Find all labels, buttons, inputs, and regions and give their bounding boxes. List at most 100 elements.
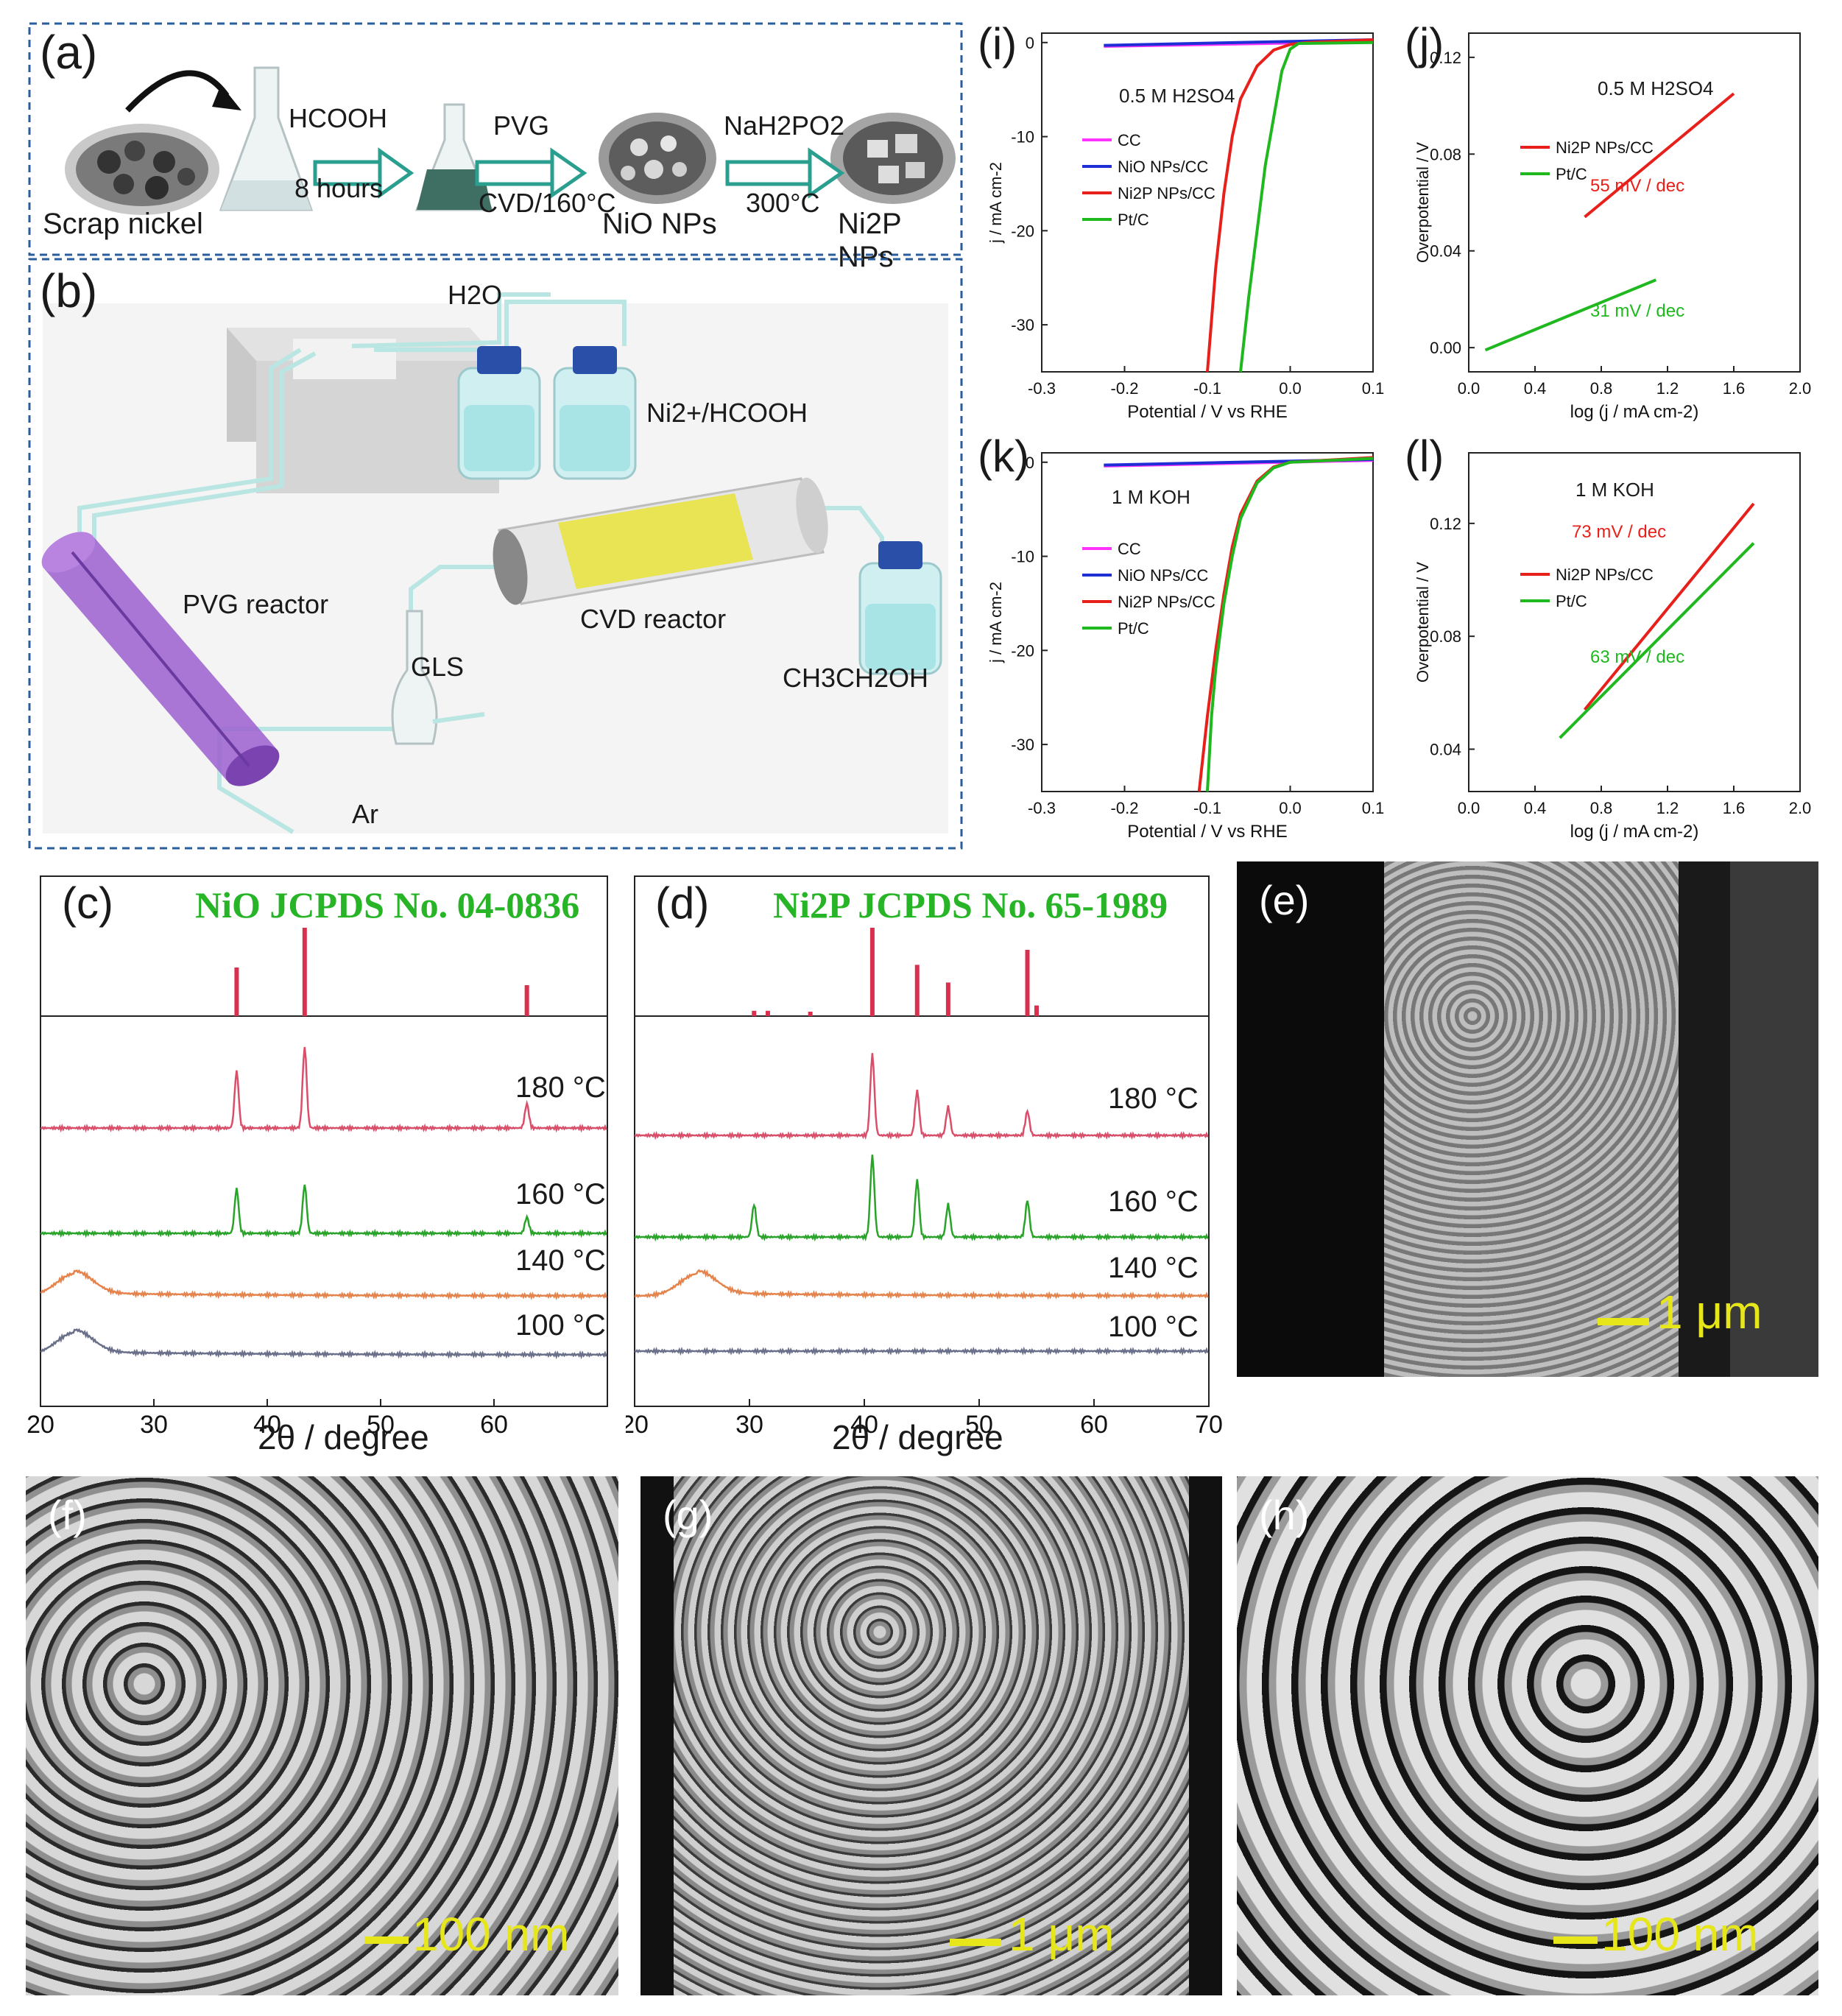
y-tick-label: -10 [1011,128,1034,147]
panel-l-annotation: 1 M KOH [1575,479,1654,501]
caption-scrap-nickel: Scrap nickel [43,208,203,240]
panel-e-scale: 1 μm [1656,1286,1762,1339]
caption-nio-nps: NiO NPs [602,208,717,240]
y-tick-label: -10 [1011,548,1034,566]
legend-entry: Pt/C [1118,619,1149,638]
xrd-frame [634,875,1210,1407]
nio-nps-image [599,113,716,204]
y-axis-label: Overpotential / V [1414,142,1432,263]
panel-b-label: (b) [40,264,98,317]
y-axis-label: j / mA cm-2 [987,162,1005,244]
panel-h-label: (h) [1259,1492,1310,1538]
panel-k: -0.3 -0.2 -0.1 0.0 0.1 0 -10 -20 -30 Potential / … [972,431,1399,850]
x-tick-label: 40 [253,1411,281,1439]
panel-c-ref-title: NiO JCPDS No. 04-0836 [195,884,580,926]
series-line-pt-c [1484,278,1657,352]
fiber-edge-right-2 [1730,861,1818,1377]
x-tick-label: 2.0 [1789,799,1812,817]
legend-entry: Ni2P NPs/CC [1556,138,1654,157]
panel-c-temp-180: 180 °C [515,1071,606,1104]
panel-a-svg [28,22,963,256]
xrd-frame [40,875,608,1407]
panel-l-label: (l) [1405,431,1444,481]
y-tick-label: 0.00 [1430,339,1461,357]
x-tick-label: 1.2 [1656,379,1679,398]
fiber-image [1384,861,1679,1377]
scrap-nickel-image [65,124,219,215]
legend-entry: CC [1118,131,1141,149]
x-tick-label: -0.2 [1111,379,1139,398]
series-line-pt-c [1559,542,1755,739]
x-tick-label: 1.6 [1723,379,1746,398]
scale-bar-g [950,1939,1001,1946]
bottle-ni-hcooh [553,346,637,480]
legend-entry: Ni2P NPs/CC [1118,184,1215,202]
series-line-ni2p-nps-cc [1584,92,1735,219]
panel-g: (g) 1 μm [641,1476,1222,1995]
x-axis-label: log (j / mA cm-2) [1570,402,1699,422]
x-tick-label: 60 [480,1411,508,1439]
legend-entry: NiO NPs/CC [1118,566,1209,585]
x-tick-label: -0.1 [1193,799,1221,817]
xrd-pattern-3 [40,1328,607,1360]
panel-c-xlabel: 2θ / degree [258,1418,429,1456]
legend-entry: Ni2P NPs/CC [1118,593,1215,611]
plot-frame [1468,452,1801,792]
arrow-nah2po2 [725,147,845,199]
label-cvd-reactor: CVD reactor [580,604,727,634]
y-tick-label: 0.08 [1430,145,1461,163]
panel-g-scale: 1 μm [1009,1908,1115,1961]
chart-l-svg: 0.0 0.4 0.8 1.2 1.6 2.0 0.04 0.08 0.12 log (j / m… [1414,452,1812,842]
cvd-reactor [493,477,828,605]
ni2p-nps-image [830,113,956,204]
label-gls: GLS [411,652,465,682]
plot-frame [1041,32,1374,373]
x-tick-label: 0.1 [1362,379,1385,398]
panel-e: (e) 1 μm [1237,861,1818,1377]
y-tick-label: 0 [1026,454,1034,472]
panel-f: (f) 100 nm [26,1476,618,1995]
panel-c: 20 30 40 50 60 (c) NiO JCPDS No. 04-0836 180… [15,861,626,1473]
fiber-image-g [674,1476,1189,1995]
y-tick-label: 0.04 [1430,242,1461,261]
xrd-pattern-3 [634,1346,1209,1356]
x-axis-label: Potential / V vs RHE [1127,402,1287,422]
x-tick-label: 0.0 [1279,379,1302,398]
bottle-ethanol [858,541,942,675]
pump-unit [227,328,499,493]
x-tick-label: 20 [27,1411,54,1439]
panel-d-label: (d) [655,878,710,928]
panel-d-temp-160: 160 °C [1108,1185,1199,1218]
flask-green [414,103,494,211]
label-ethanol: CH3CH2OH [783,663,929,693]
y-tick-label: 0.08 [1430,627,1461,646]
series-line-ni2p-nps-cc [1583,502,1755,711]
y-tick-label: -20 [1011,222,1034,240]
chart-k-svg: -0.3 -0.2 -0.1 0.0 0.1 0 -10 -20 -30 Potential / … [987,452,1384,842]
x-tick-label: 60 [1080,1411,1108,1439]
legend-entry: CC [1118,540,1141,558]
xrd-pattern-1 [634,1155,1209,1242]
panel-d: 20 30 40 50 60 70 (d) Ni2P JCPDS No. 65-1989 … [626,861,1229,1473]
panel-c-temp-100: 100 °C [515,1309,606,1342]
chart-i-svg: -0.3 -0.2 -0.1 0.0 0.1 0 -10 -20 -30 Potential / … [987,32,1385,422]
slope-annotation: 31 mV / dec [1590,301,1684,321]
y-axis-label: j / mA cm-2 [987,582,1005,663]
x-tick-label: 2.0 [1789,379,1812,398]
xrd-pattern-2 [40,1269,607,1301]
x-axis-label: Potential / V vs RHE [1127,822,1287,842]
x-tick-label: 0.8 [1590,379,1613,398]
arrow-label-300c: 300°C [746,188,820,218]
chart-j-svg: 0.0 0.4 0.8 1.2 1.6 2.0 0.00 0.04 0.08 0.12 log (j… [1414,32,1812,422]
arrow-hcooh [313,147,414,199]
x-tick-label: 30 [735,1411,763,1439]
panel-a: (a) Scrap nickel HCOOH 8 hours PVG CVD/1… [28,22,963,273]
caption-ni2p-nps: Ni2P NPs [838,208,901,273]
plot-frame [1468,32,1801,373]
x-tick-label: -0.3 [1028,379,1056,398]
panel-k-label: (k) [978,431,1029,481]
arrow-label-8hours: 8 hours [294,173,384,203]
xrd-d-svg: 20 30 40 50 60 70 [626,875,1223,1439]
panel-j: 0.0 0.4 0.8 1.2 1.6 2.0 0.00 0.04 0.08 0.12 log (j… [1399,11,1826,431]
legend-entry: Pt/C [1556,592,1587,610]
